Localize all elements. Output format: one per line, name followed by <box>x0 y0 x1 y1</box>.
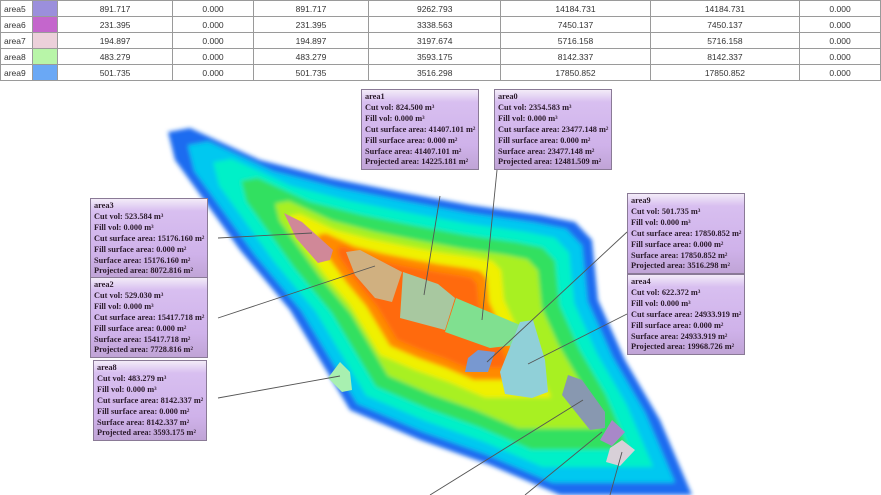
color-swatch[interactable] <box>32 48 58 65</box>
callout-line: Cut vol: 2354.583 m³ <box>498 102 572 112</box>
callout-line: Cut surface area: 8142.337 m² <box>97 395 204 405</box>
callout-line: Projected area: 19968.726 m² <box>631 342 735 352</box>
table-cell: 501.735 <box>56 64 174 81</box>
region-area0[interactable] <box>445 298 520 348</box>
callout-line: Cut vol: 523.584 m³ <box>94 211 164 221</box>
callout-line: Projected area: 3516.298 m² <box>631 261 730 271</box>
callout-area9: area9 Cut vol: 501.735 m³ Fill vol: 0.000 … <box>627 193 746 275</box>
callout-line: Surface area: 41407.101 m² <box>365 146 462 156</box>
callout-line: area9 <box>631 196 651 205</box>
callout-line: Fill vol: 0.000 m³ <box>97 384 157 394</box>
region-area1[interactable] <box>400 272 455 330</box>
callout-line: Fill surface area: 0.000 m² <box>498 135 591 145</box>
callout-line: Surface area: 24933.919 m² <box>631 331 728 341</box>
callout-line: Cut vol: 824.500 m³ <box>365 102 435 112</box>
callout-line: Projected area: 12481.509 m² <box>498 157 602 167</box>
region-area9[interactable] <box>465 350 495 372</box>
callout-line: Surface area: 15176.160 m² <box>94 255 191 265</box>
table-row[interactable]: area9 501.735 0.000 501.735 3516.298 17850.85… <box>0 64 881 81</box>
table-cell: 17850.852 <box>649 64 801 81</box>
callout-line: area8 <box>97 363 117 372</box>
callout-line: Fill vol: 0.000 m³ <box>94 301 154 311</box>
callout-line: area3 <box>94 201 114 210</box>
callout-line: Fill vol: 0.000 m³ <box>94 222 154 232</box>
callout-area2: area2 Cut vol: 529.030 m³ Fill vol: 0.000 … <box>90 277 209 359</box>
callout-line: Fill vol: 0.000 m³ <box>498 113 558 123</box>
region-area7[interactable] <box>606 440 635 466</box>
callout-line: Cut surface area: 41407.101 m² <box>365 124 476 134</box>
callout-line: area1 <box>365 92 385 101</box>
callout-line: Projected area: 7728.816 m² <box>94 345 193 355</box>
callout-line: Surface area: 8142.337 m² <box>97 417 190 427</box>
callout-line: Surface area: 17850.852 m² <box>631 250 728 260</box>
callout-line: Fill surface area: 0.000 m² <box>97 406 190 416</box>
callout-line: Projected area: 14225.181 m² <box>365 157 469 167</box>
callout-line: Cut surface area: 15417.718 m² <box>94 312 205 322</box>
callout-line: Fill vol: 0.000 m³ <box>365 113 425 123</box>
callout-line: Surface area: 15417.718 m² <box>94 334 191 344</box>
callout-line: Cut vol: 622.372 m³ <box>631 287 701 297</box>
callout-line: Fill vol: 0.000 m³ <box>631 217 691 227</box>
callout-line: area4 <box>631 277 651 286</box>
callout-area4: area4 Cut vol: 622.372 m³ Fill vol: 0.000 … <box>627 274 746 356</box>
callout-line: area2 <box>94 280 114 289</box>
callout-line: Fill surface area: 0.000 m² <box>94 244 187 254</box>
callout-line: Cut surface area: 24933.919 m² <box>631 309 742 319</box>
callout-line: Fill surface area: 0.000 m² <box>365 135 458 145</box>
table-row[interactable]: area7 194.897 0.000 194.897 3197.674 5716.158… <box>0 32 881 49</box>
callout-line: Cut surface area: 17850.852 m² <box>631 228 742 238</box>
callout-line: Cut surface area: 15176.160 m² <box>94 233 205 243</box>
leader-lines <box>217 169 628 495</box>
callout-area1: area1 Cut vol: 824.500 m³ Fill vol: 0.000 … <box>361 89 480 171</box>
region-area5[interactable] <box>562 375 605 430</box>
volume-table: area5 891.717 0.000 891.717 9262.793 14184.73… <box>0 0 881 81</box>
callout-line: Cut vol: 501.735 m³ <box>631 206 701 216</box>
callout-line: area0 <box>498 92 518 101</box>
region-area3[interactable] <box>284 213 333 263</box>
color-swatch[interactable] <box>32 64 58 81</box>
callout-line: Fill surface area: 0.000 m² <box>94 323 187 333</box>
color-swatch[interactable] <box>32 16 58 33</box>
callout-line: Projected area: 3593.175 m² <box>97 428 196 438</box>
table-cell: 0.000 <box>172 64 254 81</box>
callout-line: Surface area: 23477.148 m² <box>498 146 595 156</box>
callout-area8: area8 Cut vol: 483.279 m³ Fill vol: 0.000 … <box>93 360 208 442</box>
region-area4[interactable] <box>500 320 548 398</box>
region-area6[interactable] <box>600 420 625 446</box>
region-area8[interactable] <box>328 362 352 392</box>
table-row[interactable]: area5 891.717 0.000 891.717 9262.793 14184.73… <box>0 0 881 17</box>
callout-area0: area0 Cut vol: 2354.583 m³ Fill vol: 0.000… <box>494 89 613 171</box>
callout-line: Cut vol: 483.279 m³ <box>97 373 167 383</box>
callout-line: Fill vol: 0.000 m³ <box>631 298 691 308</box>
region-area2[interactable] <box>346 250 402 302</box>
callout-line: Fill surface area: 0.000 m² <box>631 239 724 249</box>
callout-line: Fill surface area: 0.000 m² <box>631 320 724 330</box>
callout-line: Cut surface area: 23477.148 m² <box>498 124 609 134</box>
table-cell: 0.000 <box>799 64 881 81</box>
callout-line: Projected area: 8072.816 m² <box>94 266 193 276</box>
callout-line: Cut vol: 529.030 m³ <box>94 290 164 300</box>
callout-area3: area3 Cut vol: 523.584 m³ Fill vol: 0.000 … <box>90 198 209 280</box>
